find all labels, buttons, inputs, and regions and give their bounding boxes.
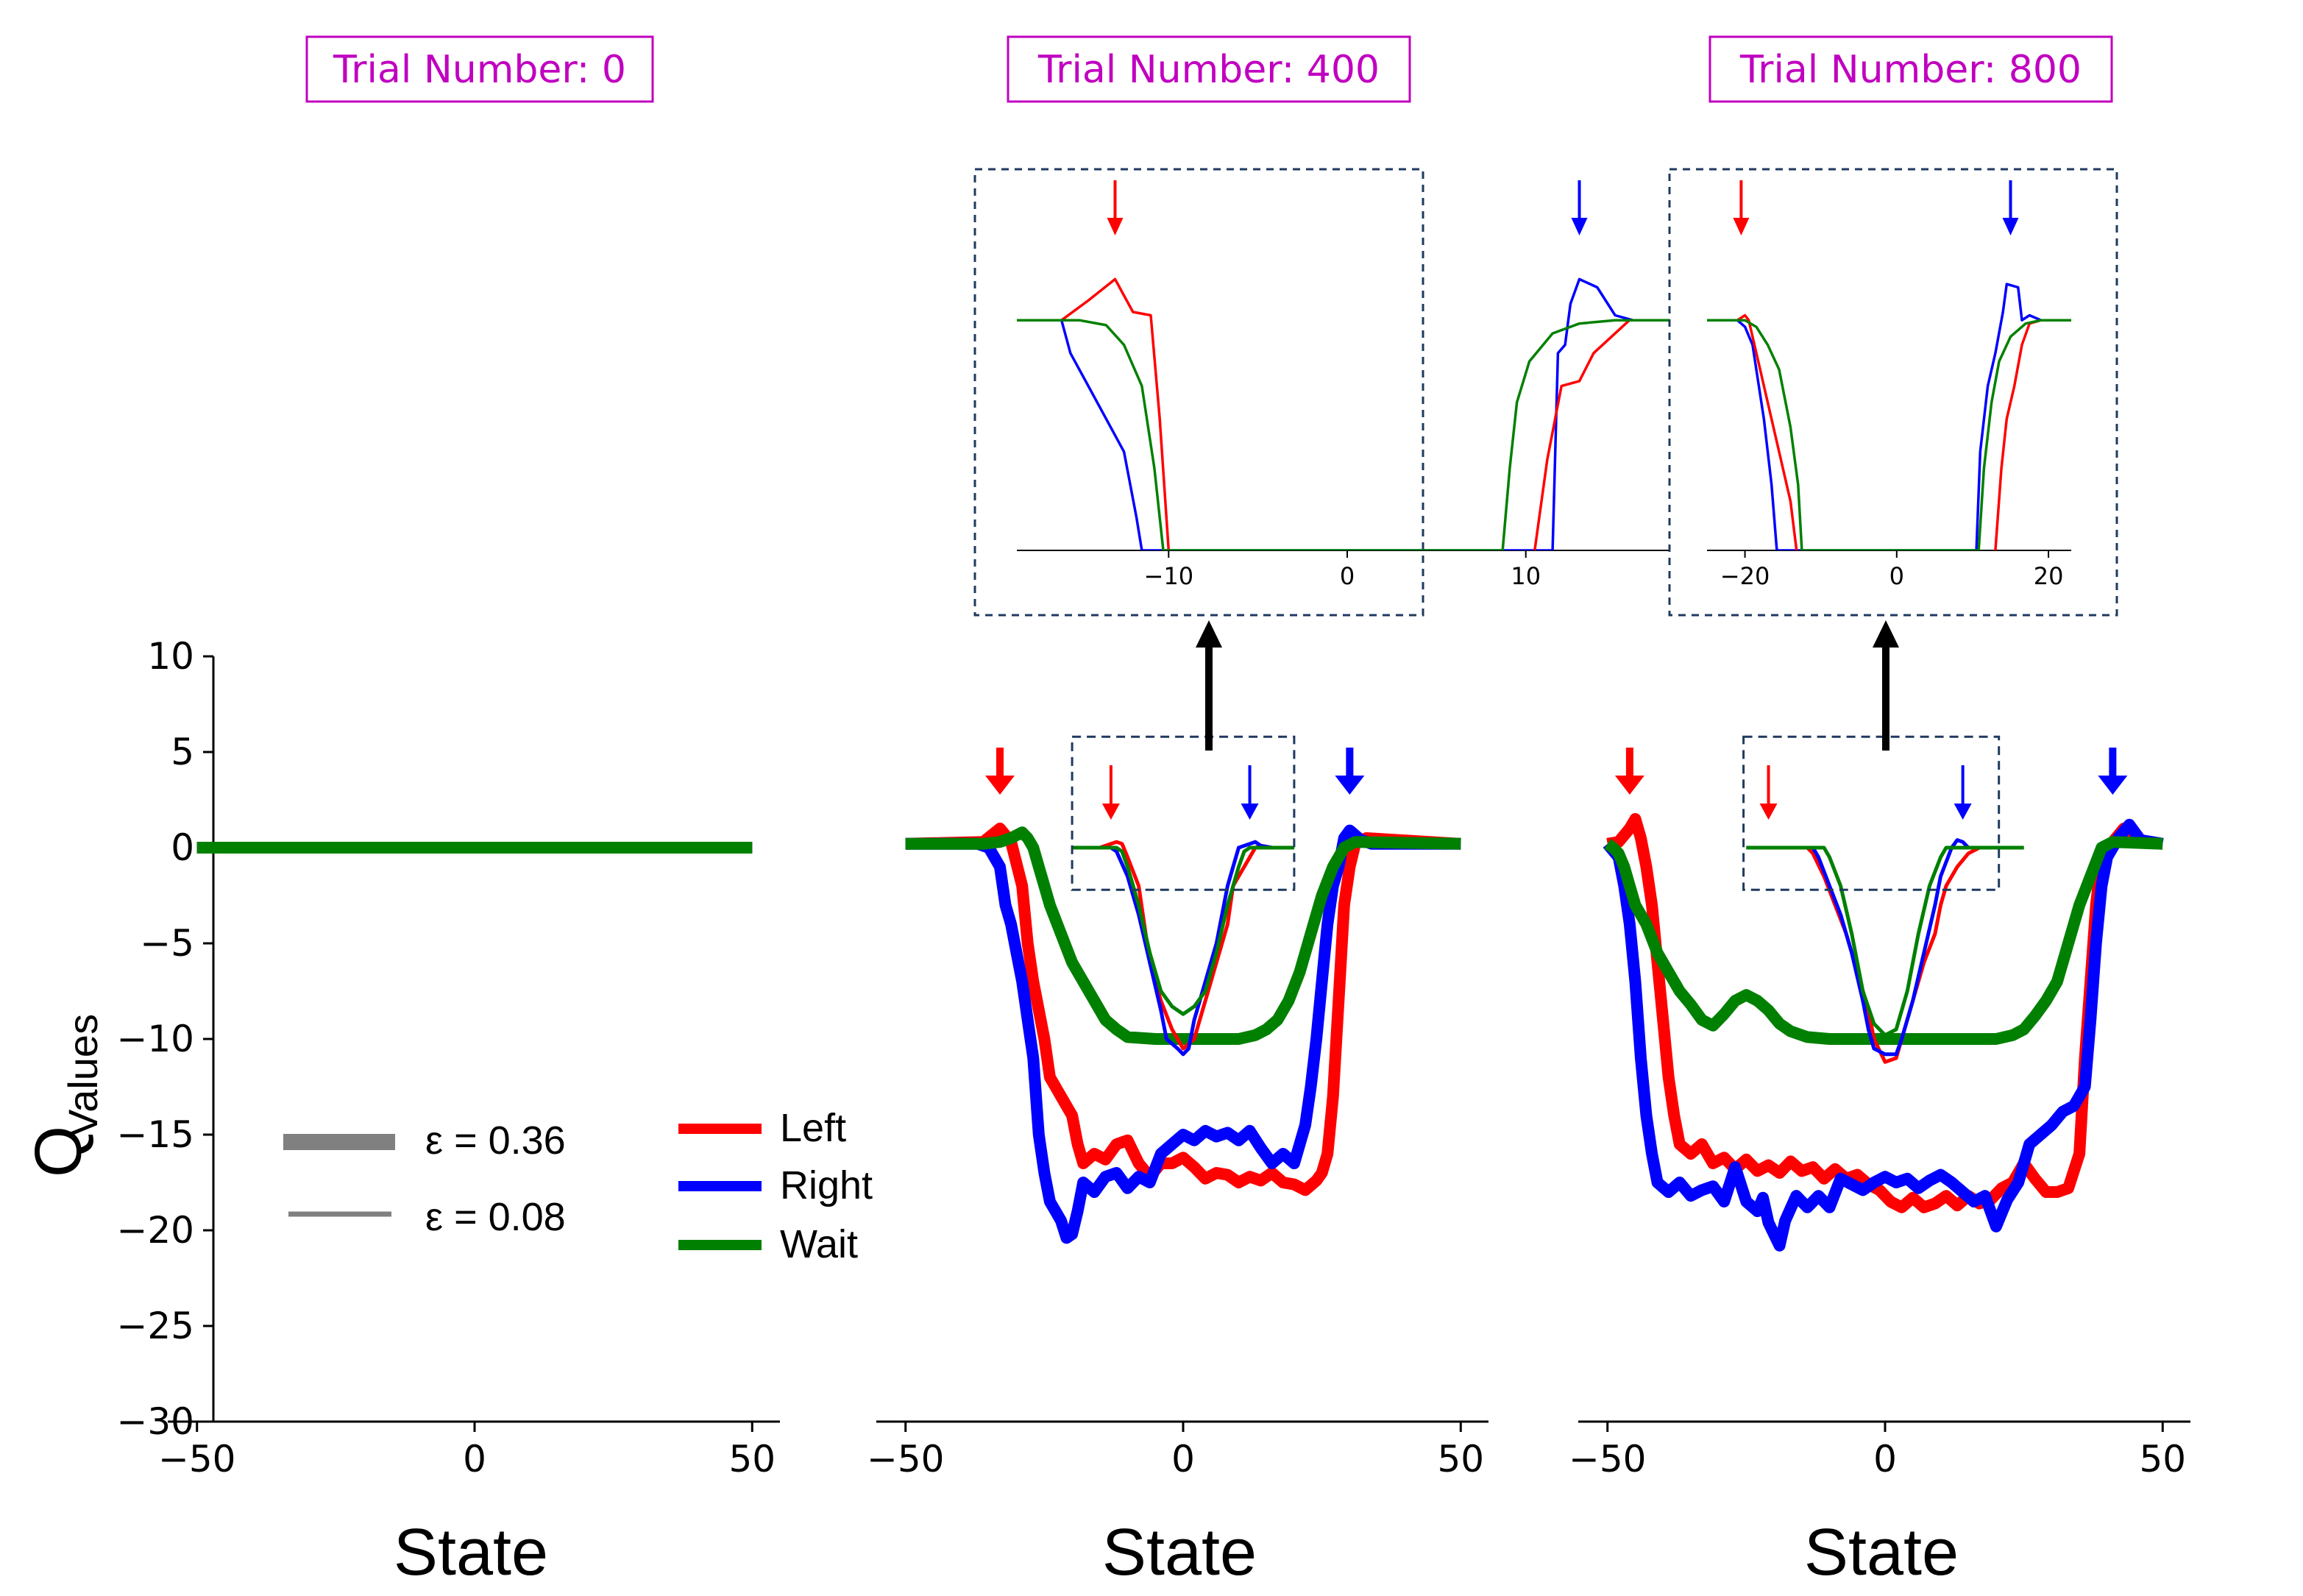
inset-x-tick-label-2-0: −20 [1720,562,1770,590]
optimal-arrow-2-0-head [1614,776,1644,795]
inset-series-right-2 [1707,283,2071,550]
optimal-arrow-1-1-head [1335,776,1365,795]
inset-trial-800: −20 0 20 [1668,168,2118,617]
x-tick-label-2-2: 50 [2139,1438,2186,1480]
panel-trial-400: −50 0 50 State [867,735,1488,1589]
legend-left-label: Left [780,1106,846,1150]
inset-series-group-1 [1017,277,1678,550]
legend-wait-label: Wait [780,1222,858,1266]
panel-title-0-text: Trial Number: 0 [333,48,626,92]
zoom-connector-arrow-400 [1196,620,1222,751]
panel-title-0-box [305,35,654,103]
panel-title-2-box [1708,35,2113,103]
epsilon-legend: ε = 0.36 ε = 0.08 [283,1118,566,1239]
x-axis-label-2: State [1804,1516,1959,1589]
optimal-arrow-1-2-head [1101,804,1120,820]
inset-series-right-1 [1017,277,1678,550]
y-axis-label-main: Q [22,1126,96,1177]
inset-x-tick-label-1-1: 0 [1340,562,1355,590]
y-axis-label: Q Values [22,1014,106,1177]
panel-title-1-text: Trial Number: 400 [1037,48,1380,92]
optimal-arrow-1-3-head [1241,804,1259,820]
optimal-arrow-2-3-head [1954,804,1972,820]
epsilon-legend-thick-label: ε = 0.36 [425,1118,566,1163]
zoom-connector-head-800 [1873,620,1899,648]
inset-series-left2-1 [1533,319,1678,550]
y-tick-label-7: −25 [116,1305,194,1347]
series-thick-left-1 [905,823,1461,1196]
series-thick-left-2 [1606,813,2163,1213]
optimal-arrow-2-1-head [2098,776,2128,795]
panel-trial-800: −50 0 50 State [1569,735,2190,1589]
inset-arrow-1-1-head [1571,218,1588,235]
x-tick-label-0-0: −50 [158,1438,236,1480]
x-tick-label-2-1: 0 [1873,1438,1897,1480]
inset-arrow-2-0-head [1733,218,1750,235]
inset-series-wait-2 [1707,319,2071,550]
panel-title-1: Trial Number: 400 [1007,35,1411,103]
x-tick-label-0-2: 50 [728,1438,776,1480]
y-tick-label-3: −5 [140,922,194,965]
panel-title-1-box [1007,35,1411,103]
epsilon-legend-thin-label: ε = 0.08 [425,1195,566,1239]
series-thin-right-1 [1072,840,1294,1057]
series-thick-right-1 [905,824,1461,1244]
legend-right-label: Right [780,1163,873,1207]
zoom-box-1 [1071,735,1296,891]
inset-series-group-2 [1707,283,2071,550]
inset-series-left-1 [1017,277,1171,550]
x-axis-label-1: State [1102,1516,1257,1589]
y-axis-label-sub: Values [60,1014,106,1137]
panel-title-2: Trial Number: 800 [1708,35,2113,103]
y-tick-label-0: 10 [147,635,194,678]
series-thin-wait-1 [1072,845,1294,1016]
inset-trial-400: −10 0 10 [973,168,1678,617]
series-thin-right-2 [1746,838,2024,1057]
series-thin-wait-2 [1746,845,2024,1038]
zoom-box-2 [1742,735,2001,891]
inset-x-tick-label-2-2: 20 [2034,562,2064,590]
action-legend: Left Right Wait [678,1106,873,1266]
inset-series-wait-1 [1017,319,1678,550]
x-tick-label-1-1: 0 [1171,1438,1195,1480]
x-tick-label-2-0: −50 [1569,1438,1647,1480]
panel-title-0: Trial Number: 0 [305,35,654,103]
inset-x-tick-label-1-0: −10 [1144,562,1194,590]
series-thin-left-1 [1072,840,1294,1051]
zoom-connector-arrow-800 [1873,620,1899,751]
series-thick-wait-1 [905,826,1461,1045]
y-tick-label-4: −10 [116,1018,194,1060]
series-thick-right-2 [1603,818,2164,1252]
y-tick-label-2: 0 [171,826,194,869]
inset-x-tick-label-2-1: 0 [1889,562,1904,590]
optimal-arrow-1-0-head [985,776,1015,795]
x-tick-label-1-2: 50 [1437,1438,1484,1480]
inset-frame-2 [1668,168,2118,617]
x-tick-label-0-1: 0 [463,1438,486,1480]
inset-arrow-1-0-head [1107,218,1124,235]
series-thick-wait-2 [1604,836,2163,1045]
panel-title-2-text: Trial Number: 800 [1739,48,2082,92]
inset-series-left-2 [1707,313,1798,550]
x-axis-label-0: State [394,1516,548,1589]
x-tick-label-1-0: −50 [867,1438,945,1480]
zoom-connector-head-400 [1196,620,1222,648]
y-tick-label-1: 5 [171,731,194,773]
y-tick-label-6: −20 [116,1209,194,1252]
y-tick-label-8: −30 [116,1400,194,1443]
optimal-arrow-2-2-head [1759,804,1778,820]
inset-arrow-2-1-head [2002,218,2019,235]
inset-frame-1 [973,168,1424,617]
y-tick-label-5: −15 [116,1113,194,1156]
inset-x-tick-label-1-2: 10 [1511,562,1541,590]
